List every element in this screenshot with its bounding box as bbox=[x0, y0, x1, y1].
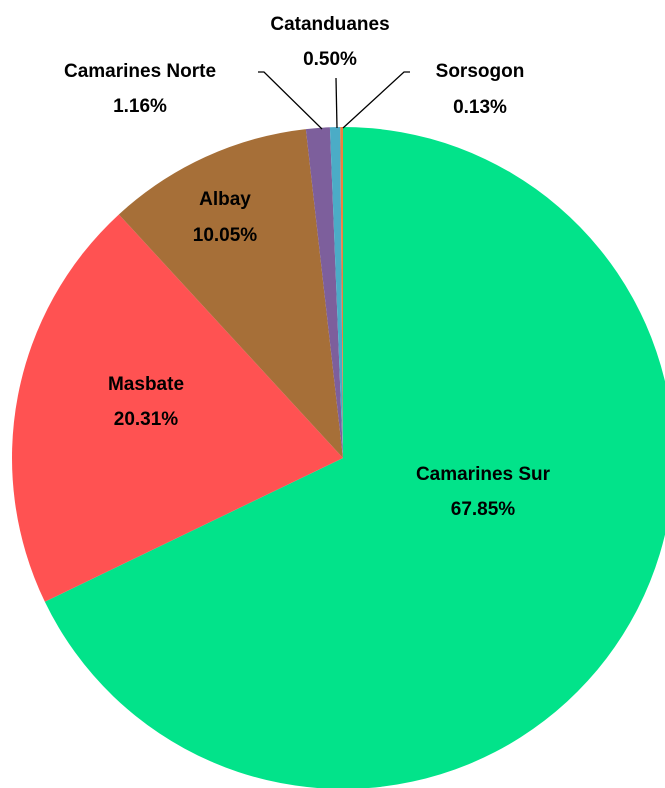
slice-value-label: 10.05% bbox=[193, 225, 258, 246]
slice-label: Catanduanes bbox=[270, 14, 389, 35]
slice-label: Camarines Norte bbox=[64, 61, 216, 82]
slice-value-label: 20.31% bbox=[114, 409, 179, 430]
pie-slice bbox=[329, 127, 343, 458]
slice-value-label: 0.50% bbox=[303, 49, 357, 70]
leader-line bbox=[342, 71, 410, 129]
slice-value-label: 0.13% bbox=[453, 97, 507, 118]
slice-label: Albay bbox=[199, 189, 251, 210]
slice-value-label: 67.85% bbox=[451, 499, 516, 520]
slice-label: Masbate bbox=[108, 374, 184, 395]
pie-slice bbox=[340, 127, 343, 458]
pie-slice bbox=[44, 127, 665, 788]
leader-line bbox=[335, 77, 338, 129]
slice-label: Camarines Sur bbox=[416, 464, 551, 485]
pie-slice bbox=[305, 127, 343, 459]
slice-value-label: 1.16% bbox=[113, 96, 167, 117]
slice-label: Sorsogon bbox=[436, 61, 525, 82]
pie-slice bbox=[118, 129, 343, 458]
leader-line bbox=[258, 71, 323, 130]
pie-slice bbox=[11, 214, 344, 602]
